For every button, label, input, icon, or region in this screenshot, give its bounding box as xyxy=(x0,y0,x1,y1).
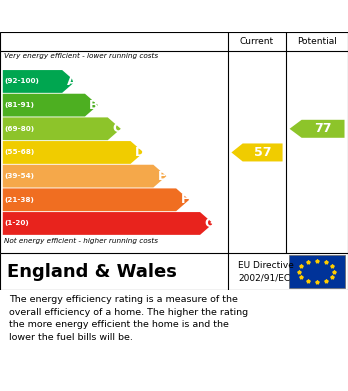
Text: Potential: Potential xyxy=(297,37,337,46)
Text: 57: 57 xyxy=(254,146,271,159)
Text: A: A xyxy=(66,75,76,88)
Text: Very energy efficient - lower running costs: Very energy efficient - lower running co… xyxy=(4,53,158,59)
Text: The energy efficiency rating is a measure of the
overall efficiency of a home. T: The energy efficiency rating is a measur… xyxy=(9,295,248,342)
Text: D: D xyxy=(135,146,145,159)
Text: Not energy efficient - higher running costs: Not energy efficient - higher running co… xyxy=(4,237,158,244)
Polygon shape xyxy=(3,188,189,211)
Text: 77: 77 xyxy=(314,122,332,135)
Polygon shape xyxy=(3,70,75,93)
Text: (21-38): (21-38) xyxy=(5,197,34,203)
Polygon shape xyxy=(3,141,144,164)
Text: E: E xyxy=(158,170,167,183)
Text: B: B xyxy=(89,99,99,111)
Text: (92-100): (92-100) xyxy=(5,79,39,84)
Polygon shape xyxy=(3,94,98,117)
Bar xyxy=(289,255,345,288)
Text: Energy Efficiency Rating: Energy Efficiency Rating xyxy=(9,9,229,23)
Text: (55-68): (55-68) xyxy=(5,149,35,156)
Text: G: G xyxy=(204,217,214,230)
Polygon shape xyxy=(3,117,121,140)
Text: 2002/91/EC: 2002/91/EC xyxy=(238,274,291,283)
Text: England & Wales: England & Wales xyxy=(7,262,177,281)
Text: EU Directive: EU Directive xyxy=(238,262,294,271)
Text: C: C xyxy=(112,122,121,135)
Polygon shape xyxy=(3,165,166,188)
Text: F: F xyxy=(181,193,190,206)
Polygon shape xyxy=(3,212,213,235)
Text: Current: Current xyxy=(240,37,274,46)
Text: (39-54): (39-54) xyxy=(5,173,34,179)
Text: (1-20): (1-20) xyxy=(5,221,29,226)
Polygon shape xyxy=(231,143,283,161)
Text: (69-80): (69-80) xyxy=(5,126,35,132)
Text: (81-91): (81-91) xyxy=(5,102,34,108)
Polygon shape xyxy=(290,120,345,138)
